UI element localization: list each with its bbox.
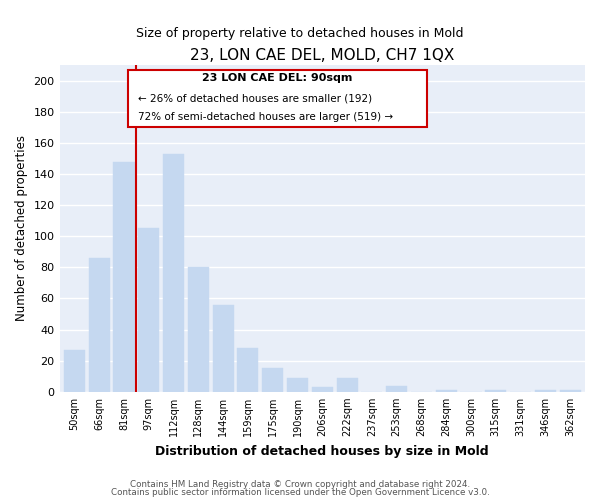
Y-axis label: Number of detached properties: Number of detached properties [15,136,28,322]
Bar [238,348,259,392]
Text: 72% of semi-detached houses are larger (519) →: 72% of semi-detached houses are larger (… [139,112,394,122]
Bar [485,390,506,392]
Text: Size of property relative to detached houses in Mold: Size of property relative to detached ho… [136,28,464,40]
X-axis label: Distribution of detached houses by size in Mold: Distribution of detached houses by size … [155,444,489,458]
Bar [113,162,134,392]
Bar [560,390,581,392]
Text: ← 26% of detached houses are smaller (192): ← 26% of detached houses are smaller (19… [139,94,373,104]
Bar [386,386,407,392]
Bar [212,304,233,392]
Bar [262,368,283,392]
Bar [337,378,358,392]
Bar [163,154,184,392]
Bar [535,390,556,392]
Title: 23, LON CAE DEL, MOLD, CH7 1QX: 23, LON CAE DEL, MOLD, CH7 1QX [190,48,454,62]
Text: Contains public sector information licensed under the Open Government Licence v3: Contains public sector information licen… [110,488,490,497]
Bar [138,228,160,392]
Text: Contains HM Land Registry data © Crown copyright and database right 2024.: Contains HM Land Registry data © Crown c… [130,480,470,489]
Text: 23 LON CAE DEL: 90sqm: 23 LON CAE DEL: 90sqm [202,73,353,83]
Bar [312,387,333,392]
Bar [64,350,85,392]
Bar [188,268,209,392]
Bar [287,378,308,392]
Bar [436,390,457,392]
Bar [89,258,110,392]
FancyBboxPatch shape [128,70,427,127]
